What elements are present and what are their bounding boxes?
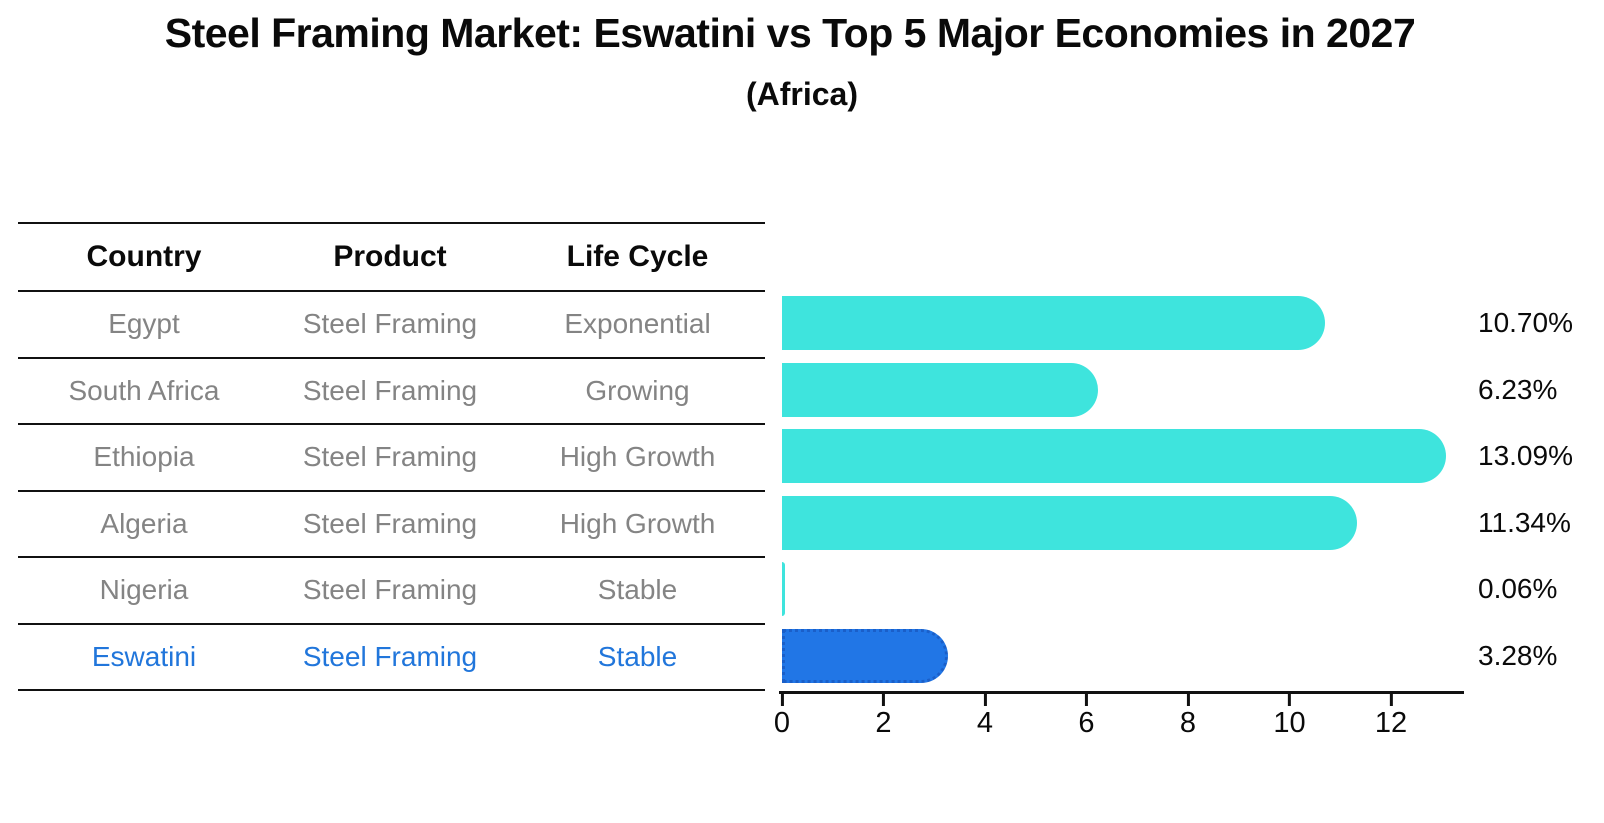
cell-product: Steel Framing: [302, 640, 478, 672]
cell-country: Ethiopia: [93, 441, 195, 473]
bar-row: [782, 423, 1462, 490]
cell-life-cycle: High Growth: [559, 441, 716, 473]
value-labels: 10.70% 6.23% 13.09% 11.34% 0.06% 3.28%: [1478, 290, 1604, 689]
bar-ethiopia: [782, 429, 1447, 483]
cell-country: Egypt: [108, 308, 180, 340]
bar-egypt: [782, 296, 1325, 350]
tick-mark: [1287, 694, 1291, 706]
bar-row: [782, 490, 1462, 557]
cell-product: Steel Framing: [302, 441, 478, 473]
table-row: Egypt Steel Framing Exponential: [18, 292, 765, 359]
x-axis-tick: 10: [1273, 694, 1306, 739]
table-row: Algeria Steel Framing High Growth: [18, 492, 765, 558]
comparison-table: Country Product Life Cycle Egypt Steel F…: [18, 222, 765, 691]
table-row: Ethiopia Steel Framing High Growth: [18, 425, 765, 492]
value-label: 3.28%: [1478, 639, 1558, 671]
cell-product: Steel Framing: [302, 374, 478, 406]
x-axis-tick: 12: [1375, 694, 1407, 738]
tick-mark: [780, 694, 784, 706]
tick-mark: [1084, 694, 1088, 706]
x-axis-tick: 4: [977, 694, 993, 738]
page-title: Steel Framing Market: Eswatini vs Top 5 …: [164, 10, 1416, 56]
value-label: 11.34%: [1478, 506, 1571, 538]
cell-country: Algeria: [100, 507, 188, 539]
bar-nigeria: [782, 562, 786, 616]
table-header-row: Country Product Life Cycle: [18, 224, 765, 292]
x-axis-tick: 2: [875, 694, 892, 739]
bar-eswatini: [782, 628, 949, 683]
tick-label: 8: [1179, 707, 1197, 739]
bar-algeria: [782, 495, 1358, 550]
bar-row: [782, 556, 1462, 623]
tick-mark: [881, 694, 885, 706]
value-label: 10.70%: [1478, 307, 1573, 339]
tick-mark: [1389, 694, 1393, 706]
x-axis-tick: 8: [1180, 694, 1196, 738]
cell-life-cycle: Exponential: [564, 308, 711, 340]
bar-south-africa: [782, 362, 1099, 417]
cell-life-cycle: Stable: [597, 640, 678, 672]
value-label: 13.09%: [1478, 440, 1573, 472]
x-axis-tick: 0: [774, 694, 790, 738]
tick-label: 10: [1273, 707, 1306, 739]
x-axis-line: [779, 691, 1464, 694]
tick-label: 2: [875, 707, 892, 739]
header-country: Country: [86, 240, 202, 273]
value-label: 0.06%: [1478, 573, 1558, 605]
cell-product: Steel Framing: [302, 308, 478, 340]
table-row: South Africa Steel Framing Growing: [18, 359, 765, 425]
bar-row: [782, 623, 1462, 690]
table-row: Nigeria Steel Framing Stable: [18, 558, 765, 625]
header-life-cycle: Life Cycle: [566, 240, 709, 273]
header-product: Product: [333, 240, 447, 273]
page-subtitle: (Africa): [745, 76, 858, 112]
x-axis-ticks: 0 2 4 6 8 10 12: [774, 694, 1462, 754]
cell-product: Steel Framing: [302, 507, 478, 539]
x-axis-tick: 6: [1078, 694, 1095, 739]
cell-life-cycle: Stable: [597, 574, 678, 606]
tick-label: 12: [1374, 707, 1408, 739]
table-row: Eswatini Steel Framing Stable: [18, 625, 765, 691]
tick-mark: [983, 694, 987, 706]
cell-country: Eswatini: [91, 640, 197, 672]
bar-row: [782, 357, 1462, 424]
cell-product: Steel Framing: [302, 574, 478, 606]
cell-life-cycle: Growing: [585, 374, 690, 406]
cell-country: Nigeria: [99, 574, 189, 606]
tick-label: 4: [976, 707, 994, 739]
bar-chart: [782, 290, 1462, 689]
cell-life-cycle: High Growth: [559, 507, 716, 539]
tick-label: 0: [773, 707, 791, 739]
cell-country: South Africa: [68, 374, 220, 406]
tick-label: 6: [1078, 707, 1095, 739]
value-label: 6.23%: [1478, 373, 1558, 405]
bar-row: [782, 290, 1462, 357]
tick-mark: [1186, 694, 1190, 706]
